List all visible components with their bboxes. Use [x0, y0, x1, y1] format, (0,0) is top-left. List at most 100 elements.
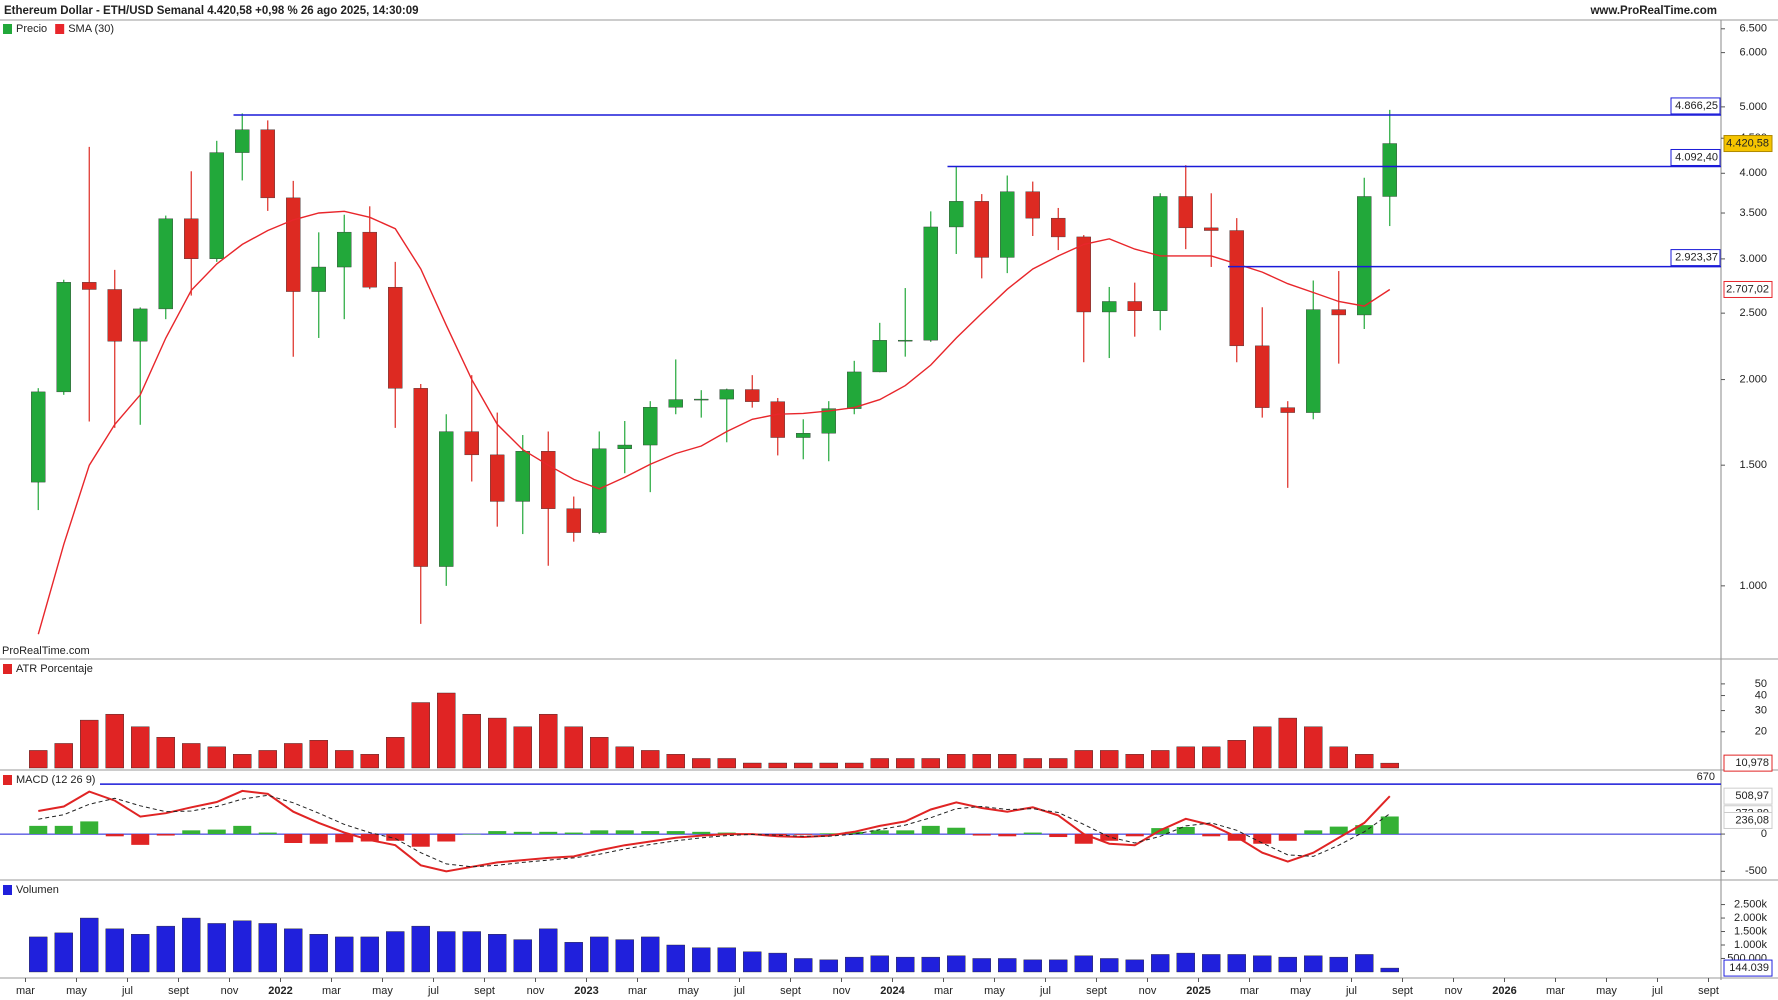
histogram-bar: [207, 829, 226, 835]
bar: [1023, 959, 1042, 973]
bar: [590, 936, 609, 973]
bar: [564, 942, 583, 973]
x-tick-label: nov: [833, 985, 851, 997]
y-tick-label: 6.000: [1739, 47, 1767, 59]
x-tick-label: jul: [1039, 985, 1051, 997]
value-box: [1723, 959, 1773, 977]
bar: [692, 758, 711, 769]
histogram-bar: [182, 830, 201, 835]
bar: [921, 956, 940, 973]
candle-body: [949, 201, 964, 228]
candle-body: [566, 508, 581, 533]
candle-body: [898, 339, 913, 342]
candle-body: [413, 388, 428, 567]
y-tick-label: 2.500k: [1734, 898, 1768, 910]
histogram-bar: [258, 832, 277, 835]
bar: [615, 746, 634, 769]
candle-body: [286, 197, 301, 292]
bar: [131, 934, 150, 973]
bar: [1329, 746, 1348, 769]
bar: [360, 754, 379, 769]
y-tick-label: 3.000: [1739, 253, 1767, 265]
histogram-bar: [666, 831, 685, 835]
level-label: 2.923,37: [1675, 252, 1718, 264]
bar: [207, 746, 226, 769]
bar: [360, 936, 379, 973]
candle-body: [158, 218, 173, 310]
bar: [54, 932, 73, 973]
y-tick-label: 20: [1755, 726, 1767, 738]
candle-body: [337, 231, 352, 268]
bar: [717, 947, 736, 973]
bar: [29, 936, 48, 973]
legend-swatch: [3, 775, 12, 785]
histogram-bar: [1023, 832, 1042, 835]
value-box: [1723, 135, 1773, 153]
bar: [1202, 746, 1221, 769]
candle-body: [1229, 230, 1244, 347]
bar: [233, 920, 252, 973]
histogram-bar: [590, 830, 609, 835]
histogram-bar: [921, 825, 940, 835]
y-tick-label: 2.500: [1739, 307, 1767, 319]
bar: [539, 928, 558, 973]
candle-body: [694, 398, 709, 401]
candle-body: [745, 389, 760, 402]
legend-swatch: [3, 885, 12, 895]
y-tick-label: 1.000k: [1734, 939, 1768, 951]
x-tick-label: mar: [1240, 985, 1259, 997]
value-box-label: 4.420,58: [1726, 137, 1769, 149]
x-tick-label: sept: [1698, 985, 1719, 997]
x-tick-label: 2023: [574, 985, 598, 997]
bar: [1355, 954, 1374, 973]
bar: [1227, 954, 1246, 973]
candle-body: [1178, 196, 1193, 229]
histogram-bar: [131, 834, 150, 845]
candle-body: [439, 431, 454, 567]
histogram-bar: [1278, 834, 1297, 841]
bar: [768, 762, 787, 769]
bar: [258, 750, 277, 769]
x-tick-label: nov: [1139, 985, 1157, 997]
histogram-bar: [564, 832, 583, 835]
level-box: [1670, 148, 1721, 166]
candle-body: [974, 201, 989, 258]
bar: [1380, 967, 1399, 973]
histogram-bar: [845, 831, 864, 835]
bar: [1355, 754, 1374, 769]
x-tick-label: mar: [322, 985, 341, 997]
histogram-bar: [1355, 825, 1374, 835]
macd-line: [38, 789, 1391, 873]
bar: [182, 743, 201, 769]
bar: [896, 758, 915, 769]
bar: [641, 936, 660, 973]
y-tick-label: 30: [1755, 704, 1767, 716]
candle-body: [388, 286, 403, 389]
value-box: [1723, 280, 1773, 298]
legend-swatch: [55, 24, 65, 34]
bar: [80, 719, 99, 769]
legend-label: MACD (12 26 9): [16, 774, 95, 786]
histogram-bar: [896, 830, 915, 835]
bar: [335, 936, 354, 973]
bar: [564, 726, 583, 769]
y-tick-label: 0: [1761, 828, 1767, 840]
histogram-bar: [105, 834, 124, 837]
bar: [998, 754, 1017, 769]
candle-body: [668, 399, 683, 408]
legend-swatch: [3, 24, 12, 34]
candle-body: [821, 408, 836, 434]
bar: [870, 758, 889, 769]
candle-body: [1331, 309, 1346, 316]
x-tick-label: jul: [733, 985, 745, 997]
x-tick-label: jul: [427, 985, 439, 997]
bar: [1074, 955, 1093, 973]
bar: [462, 931, 481, 973]
bar: [1125, 959, 1144, 973]
bar: [743, 951, 762, 973]
histogram-bar: [488, 831, 507, 835]
level-box: [1670, 97, 1721, 115]
candle-body: [1153, 196, 1168, 311]
candle-body: [796, 433, 811, 438]
candle-body: [209, 152, 224, 259]
